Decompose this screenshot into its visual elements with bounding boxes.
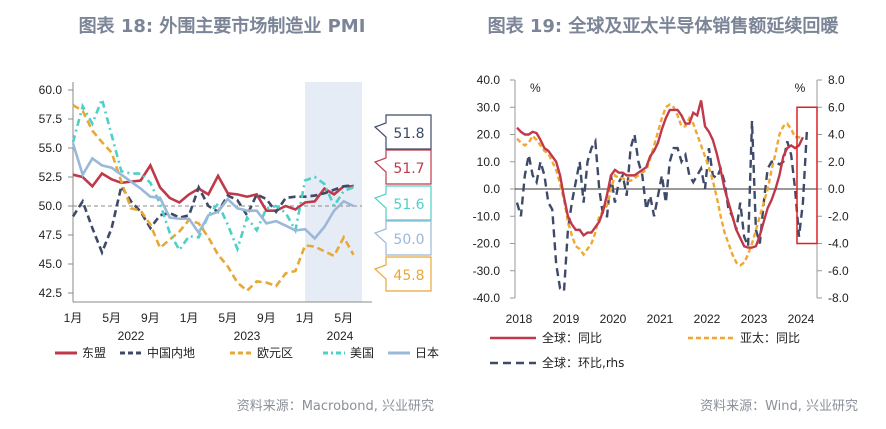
x-tick-label: 2023 [741, 312, 768, 326]
y-tick-label: 57.5 [39, 112, 63, 126]
legend-label: 中国内地 [147, 345, 195, 360]
unit-right: % [795, 81, 806, 95]
x-tick-label: 2020 [600, 312, 627, 326]
x-tick-label: 5月 [218, 311, 237, 325]
legend-label: 全球：环比,rhs [542, 355, 624, 370]
callout-value: 45.8 [393, 268, 424, 284]
y2-tick-label: 8.0 [828, 73, 845, 87]
legend-label: 东盟 [82, 346, 106, 360]
legend-label: 全球：同比 [542, 330, 602, 345]
series-line-全球：同比 [516, 100, 804, 249]
y-tick-label: -10.0 [473, 209, 501, 223]
series-line-全球：环比,rhs [515, 120, 809, 294]
y-tick-label: 40.0 [477, 73, 501, 87]
callout-box [373, 114, 432, 150]
series-line-中国内地 [71, 182, 354, 256]
y2-tick-label: 4.0 [828, 128, 845, 142]
x-tick-label: 9月 [141, 311, 160, 325]
y2-tick-label: 0.0 [828, 182, 845, 196]
x-tick-label: 2019 [553, 312, 580, 326]
series-line-东盟 [72, 162, 354, 212]
y2-tick-label: -8.0 [828, 291, 849, 305]
y2-tick-label: -4.0 [828, 237, 849, 251]
highlight-box [796, 106, 818, 245]
chart18-source: 资料来源：Macrobond, 兴业研究 [237, 399, 434, 414]
x-tick-label: 2018 [506, 312, 533, 326]
y-tick-label: 20.0 [477, 128, 501, 142]
series-line-日本 [71, 142, 354, 241]
x-tick-label: 2022 [694, 312, 721, 326]
year-label: 2023 [234, 329, 261, 343]
callout-value: 51.8 [393, 126, 424, 142]
x-tick-label: 2024 [788, 312, 815, 326]
y-tick-label: 60.0 [39, 83, 63, 97]
y2-tick-label: 6.0 [828, 100, 845, 114]
legend-label: 日本 [415, 346, 439, 360]
callout-box [373, 256, 432, 292]
x-tick-label: 1月 [180, 311, 199, 325]
x-tick-label: 9月 [257, 311, 276, 325]
x-tick-label: 5月 [334, 311, 353, 325]
y-tick-label: 45.0 [39, 257, 63, 271]
y-tick-label: 30.0 [477, 100, 501, 114]
y-tick-label: 42.5 [39, 286, 63, 300]
callout-value: 50.0 [393, 232, 424, 248]
callout-box [373, 149, 432, 185]
y-tick-label: -40.0 [473, 291, 501, 305]
callout-value: 51.7 [393, 161, 424, 177]
callout-value: 51.6 [393, 197, 424, 213]
legend-label: 欧元区 [257, 346, 293, 360]
callout-box [373, 185, 432, 221]
y-tick-label: 0.0 [483, 182, 500, 196]
unit-left: % [530, 81, 541, 95]
y-tick-label: 52.5 [39, 170, 63, 184]
x-tick-label: 5月 [102, 311, 121, 325]
y-tick-label: -30.0 [473, 264, 501, 278]
y-tick-label: 50.0 [39, 199, 63, 213]
y-tick-label: 10.0 [477, 155, 501, 169]
callout-box [373, 220, 432, 256]
y-tick-label: 47.5 [39, 228, 63, 242]
chart19-title: 图表 19: 全球及亚太半导体销售额延续回暖 [488, 15, 840, 37]
x-tick-label: 1月 [64, 311, 83, 325]
y2-tick-label: -2.0 [828, 209, 849, 223]
chart19-source: 资料来源：Wind, 兴业研究 [700, 399, 858, 414]
y2-tick-label: 2.0 [828, 155, 845, 169]
series-line-欧元区 [72, 103, 355, 293]
y2-tick-label: -6.0 [828, 264, 849, 278]
year-label: 2022 [118, 329, 145, 343]
chart18-title: 图表 18: 外围主要市场制造业 PMI [79, 15, 366, 37]
y-tick-label: -20.0 [473, 237, 501, 251]
year-label: 2024 [327, 329, 354, 343]
legend-label: 亚太：同比 [740, 330, 800, 345]
y-tick-label: 55.0 [39, 141, 63, 155]
legend-label: 美国 [350, 346, 374, 360]
x-tick-label: 2021 [647, 312, 674, 326]
shaded-period-2024 [305, 82, 362, 302]
series-line-美国 [71, 95, 354, 253]
x-tick-label: 1月 [296, 311, 315, 325]
